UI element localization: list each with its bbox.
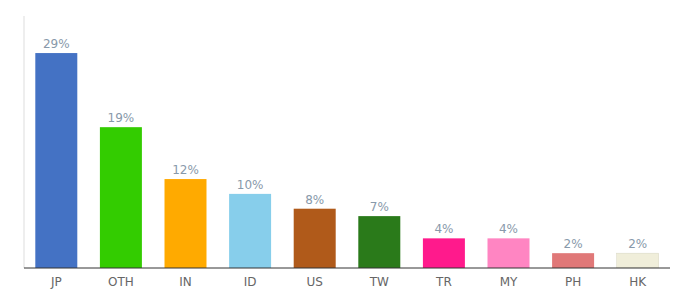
x-tick-label: OTH [108,275,134,289]
data-label: 4% [434,222,453,236]
x-tick-label: JP [50,275,62,289]
bar [35,53,77,268]
bar [617,253,659,268]
bars [35,53,658,268]
x-tick-label: HK [629,275,647,289]
x-tick-label: IN [179,275,192,289]
bar [229,194,271,268]
data-label: 10% [237,178,264,192]
chart: JP OTH IN ID US TW TR MY PH HK 29% 19% 12% 10% 8% 7% 4% 4… [0,0,680,300]
data-label: 29% [43,37,70,51]
bar [552,253,594,268]
x-tick-label: ID [244,275,257,289]
x-tick-label: US [306,275,322,289]
bar [358,216,400,268]
x-tick-label: TW [369,275,389,289]
data-label: 12% [172,163,199,177]
data-label: 2% [564,237,583,251]
y-axis-line [24,16,25,268]
data-label: 2% [628,237,647,251]
data-label: 19% [108,111,135,125]
bar [488,238,530,268]
x-axis-line [24,268,670,269]
bar [165,179,207,268]
chart-container: JP OTH IN ID US TW TR MY PH HK 29% 19% 12% 10% 8% 7% 4% 4… [0,0,680,300]
data-label: 7% [370,200,389,214]
bar [294,209,336,268]
x-tick-label: MY [500,275,518,289]
x-tick-label: TR [435,275,452,289]
data-label: 4% [499,222,518,236]
x-tick-label: PH [565,275,581,289]
bar [423,238,465,268]
data-label: 8% [305,193,324,207]
bar [100,127,142,268]
